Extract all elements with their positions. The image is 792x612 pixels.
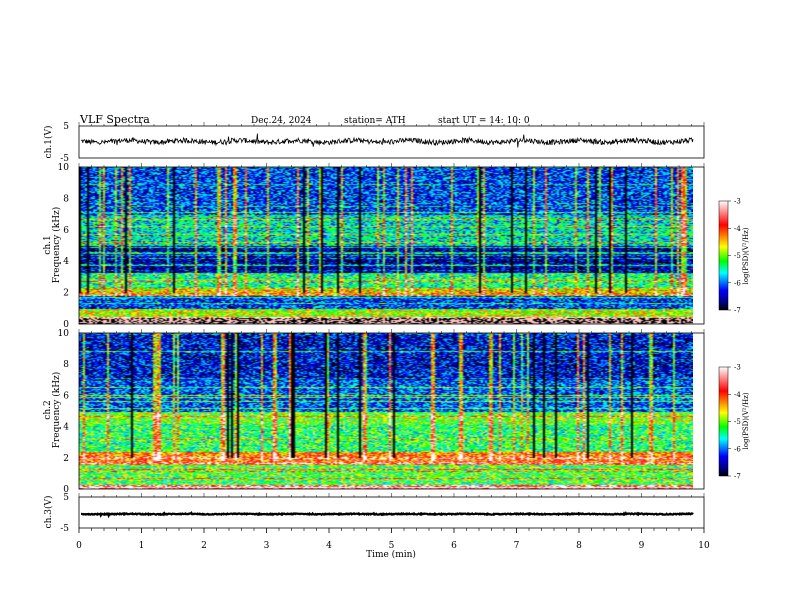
colorbar-tick-label: -3 bbox=[734, 198, 741, 206]
ch3-wave-panel: ch.3(V) 5 -5 bbox=[43, 493, 705, 534]
colorbar-tick-label: -5 bbox=[734, 252, 741, 260]
colorbar-tick-label: -7 bbox=[734, 473, 741, 481]
date-label: Dec.24, 2024 bbox=[251, 116, 312, 126]
ch1-colorbar-label: log(PSD)(V²/Hz) bbox=[742, 227, 750, 284]
freq-tick-label: 2 bbox=[63, 289, 69, 299]
freq-tick-label: 0 bbox=[63, 485, 69, 495]
ch2-spec-ylabel-channel: ch.2 bbox=[43, 400, 53, 419]
freq-tick-label: 8 bbox=[63, 194, 69, 204]
time-tick-label: 8 bbox=[576, 541, 582, 551]
ch1-spec-ylabel-frequency: Frequency (kHz) bbox=[51, 207, 62, 284]
time-tick-label: 7 bbox=[514, 541, 520, 551]
ch1-waveform-line bbox=[80, 133, 694, 148]
ch1-wave-panel: ch.1(V) 5 -5 bbox=[43, 122, 705, 164]
time-tick-label: 9 bbox=[639, 541, 645, 551]
freq-tick-label: 10 bbox=[58, 329, 70, 339]
time-tick-label: 5 bbox=[389, 541, 395, 551]
freq-tick-label: 8 bbox=[63, 360, 69, 370]
freq-tick-label: 0 bbox=[63, 320, 69, 330]
ch3-wave-frame bbox=[78, 496, 705, 529]
ch1-colorbar-ticks: -3 -4 -5 -6 -7 bbox=[728, 198, 741, 315]
colorbar-tick-label: -4 bbox=[734, 225, 741, 233]
ch2-colorbar: -3 -4 -5 -6 -7 log(PSD)(V²/Hz) bbox=[718, 364, 750, 481]
ch3-wave-ytick-top: 5 bbox=[63, 493, 69, 503]
ch1-colorbar-ramp bbox=[718, 200, 729, 311]
freq-tick-label: 2 bbox=[63, 454, 69, 464]
time-tick-label: 1 bbox=[139, 541, 145, 551]
freq-tick-label: 4 bbox=[63, 257, 69, 267]
colorbar-tick-label: -7 bbox=[734, 307, 741, 315]
ch2-spectrogram-image bbox=[79, 333, 693, 489]
time-tick-label: 0 bbox=[76, 541, 82, 551]
ch1-colorbar: -3 -4 -5 -6 -7 log(PSD)(V²/Hz) bbox=[718, 198, 750, 315]
ch2-spec-ylabel-frequency: Frequency (kHz) bbox=[51, 372, 62, 449]
ch1-wave-ytick-bottom: -5 bbox=[60, 154, 69, 164]
station-label: station= ATH bbox=[344, 116, 406, 126]
ch2-colorbar-ramp bbox=[718, 366, 729, 477]
colorbar-tick-label: -6 bbox=[734, 279, 741, 287]
ch1-spectrogram-image bbox=[79, 167, 693, 324]
ch1-wave-ylabel: ch.1(V) bbox=[43, 126, 54, 159]
freq-tick-label: 6 bbox=[63, 226, 69, 236]
start-time-label: start UT = 14: 10: 0 bbox=[438, 116, 530, 126]
ch3-wave-ylabel: ch.3(V) bbox=[43, 496, 54, 529]
time-tick-label: 4 bbox=[326, 541, 332, 551]
ch1-spec-ylabel-channel: ch.1 bbox=[43, 235, 53, 254]
colorbar-tick-label: -5 bbox=[734, 418, 741, 426]
ch1-wave-ytick-top: 5 bbox=[63, 122, 69, 132]
freq-tick-label: 10 bbox=[58, 163, 70, 173]
time-tick-label: 2 bbox=[201, 541, 207, 551]
ch2-colorbar-ticks: -3 -4 -5 -6 -7 bbox=[728, 364, 741, 481]
colorbar-tick-label: -6 bbox=[734, 445, 741, 453]
time-tick-label: 6 bbox=[451, 541, 457, 551]
time-tick-label: 10 bbox=[698, 541, 710, 551]
ch3-waveform-line bbox=[81, 511, 694, 519]
colorbar-tick-label: -3 bbox=[734, 364, 741, 372]
time-axis: 0 1 2 3 4 5 6 7 8 9 10 bbox=[76, 122, 710, 551]
ch1-spectrogram-panel: ch.1 Frequency (kHz) 10 8 6 4 2 0 bbox=[43, 163, 705, 330]
freq-tick-label: 6 bbox=[63, 391, 69, 401]
colorbar-tick-label: -4 bbox=[734, 391, 741, 399]
time-axis-label: Time (min) bbox=[366, 549, 416, 560]
ch3-wave-ytick-bottom: -5 bbox=[60, 524, 69, 534]
time-tick-label: 3 bbox=[264, 541, 270, 551]
ch2-spectrogram-panel: ch.2 Frequency (kHz) 10 8 6 4 2 0 bbox=[43, 329, 705, 495]
freq-tick-label: 4 bbox=[63, 423, 69, 433]
ch2-colorbar-label: log(PSD)(V²/Hz) bbox=[742, 392, 750, 449]
figure-title: VLF Spectra bbox=[79, 113, 150, 126]
